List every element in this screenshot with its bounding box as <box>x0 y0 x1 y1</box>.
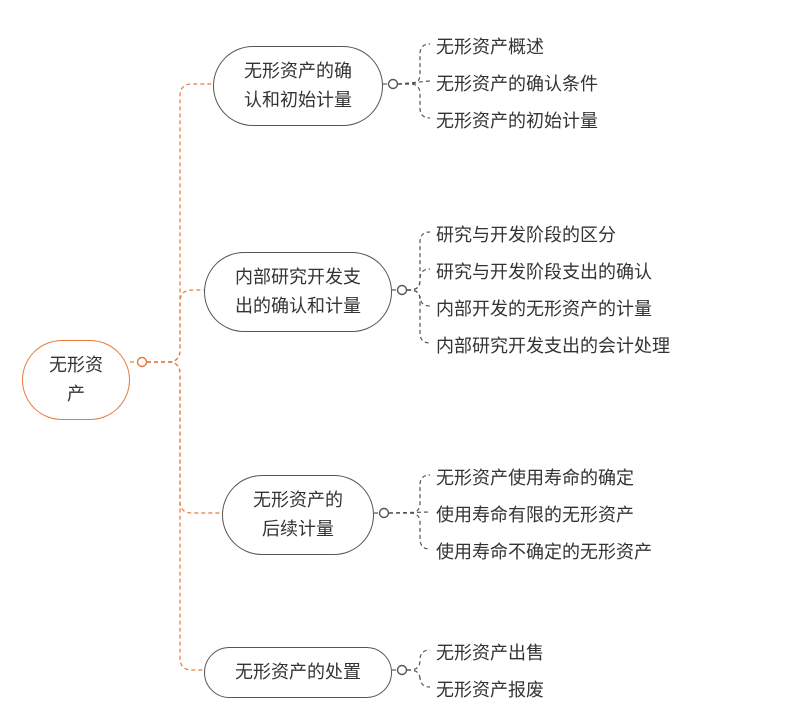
root-label: 无形资产 <box>49 355 103 404</box>
leaf-3-1: 无形资产报废 <box>436 673 544 707</box>
leaf-3-0: 无形资产出售 <box>436 636 544 670</box>
branch-3-line1: 无形资产的处置 <box>235 662 361 682</box>
branch-node-0: 无形资产的确 认和初始计量 <box>213 46 383 126</box>
branch-1-line1: 内部研究开发支 <box>235 267 361 287</box>
leaf-2-1: 使用寿命有限的无形资产 <box>436 498 634 532</box>
branch-1-line2: 出的确认和计量 <box>235 296 361 316</box>
leaf-1-0: 研究与开发阶段的区分 <box>436 218 616 252</box>
branch-node-2: 无形资产的 后续计量 <box>222 475 374 555</box>
leaf-0-0: 无形资产概述 <box>436 30 544 64</box>
root-node: 无形资产 <box>22 340 130 420</box>
branch-0-line1: 无形资产的确 <box>244 61 352 81</box>
branch-0-line2: 认和初始计量 <box>244 90 352 110</box>
branch-node-1: 内部研究开发支 出的确认和计量 <box>204 252 392 332</box>
branch-2-line2: 后续计量 <box>262 519 334 539</box>
leaf-1-3: 内部研究开发支出的会计处理 <box>436 329 670 363</box>
leaf-2-2: 使用寿命不确定的无形资产 <box>436 535 652 569</box>
leaf-1-1: 研究与开发阶段支出的确认 <box>436 255 652 289</box>
leaf-2-0: 无形资产使用寿命的确定 <box>436 461 634 495</box>
branch-node-3: 无形资产的处置 <box>204 647 392 698</box>
branch-2-line1: 无形资产的 <box>253 490 343 510</box>
leaf-1-2: 内部开发的无形资产的计量 <box>436 292 652 326</box>
leaf-0-1: 无形资产的确认条件 <box>436 67 598 101</box>
leaf-0-2: 无形资产的初始计量 <box>436 104 598 138</box>
